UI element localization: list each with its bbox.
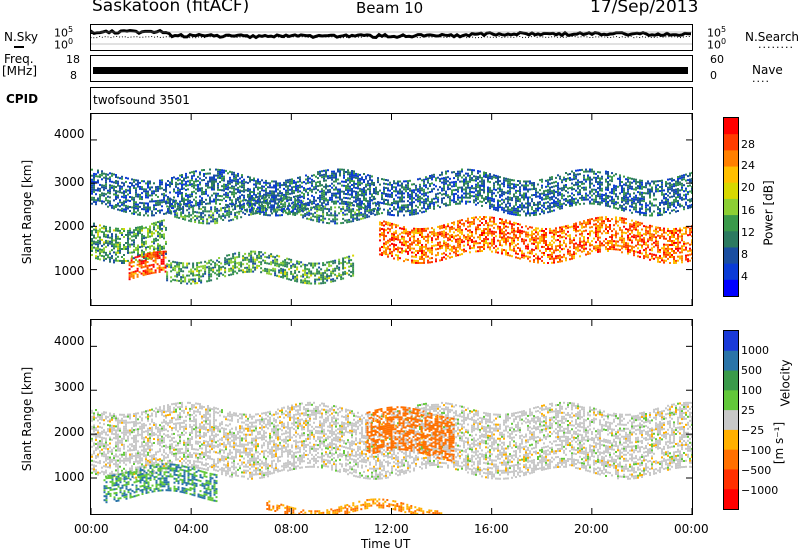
colorbar-segment	[724, 390, 738, 411]
power-cbar-tick-20: 20	[741, 181, 755, 194]
velocity-ytick-2: 2000	[54, 425, 85, 439]
vel-cbar-tick-neg500: −500	[741, 464, 772, 477]
power-ylabel: Slant Range [km]	[20, 159, 35, 265]
freq-unit-label: [MHz]	[2, 64, 38, 78]
colorbar-segment	[724, 263, 738, 281]
data-band	[91, 219, 167, 264]
velocity-ytick-0: 4000	[54, 334, 85, 348]
nsky-label: N.Sky	[4, 30, 39, 44]
vel-cbar-tick-neg25: −25	[741, 424, 765, 437]
velocity-ytick-1: 3000	[54, 380, 85, 394]
colorbar-segment	[724, 489, 738, 509]
xtick-3: 12:00	[374, 522, 409, 536]
freq-right-tick-bottom: 0	[710, 69, 717, 82]
vel-cbar-tick-100: 100	[741, 384, 762, 397]
data-band	[379, 216, 692, 264]
xlabel: Time UT	[361, 537, 411, 551]
vel-cbar-tick-1000: 1000	[741, 344, 769, 357]
data-band	[128, 250, 167, 281]
nave-dots: ........	[752, 72, 770, 85]
colorbar-segment	[724, 134, 738, 151]
xtick-4: 16:00	[474, 522, 509, 536]
cpid-label: CPID	[6, 92, 39, 106]
vel-cbar-label: Velocity	[778, 359, 793, 407]
chart-title: Saskatoon (fitACF)	[92, 0, 250, 16]
velocity-ylabel: Slant Range [km]	[20, 366, 35, 472]
data-band	[166, 250, 355, 285]
power-ytick-3: 1000	[54, 264, 85, 278]
colorbar-segment	[724, 247, 738, 265]
colorbar-segment	[724, 150, 738, 168]
data-band	[366, 406, 455, 462]
data-band	[266, 498, 443, 514]
velocity-panel	[90, 319, 693, 515]
freq-right-tick-top: 60	[710, 53, 724, 66]
vel-cbar-unit: [m s⁻¹]	[772, 421, 787, 465]
noise-left-tick-top: 105	[54, 25, 74, 40]
vel-cbar-tick-500: 500	[741, 364, 762, 377]
colorbar-segment	[724, 279, 738, 296]
freq-trace	[93, 67, 688, 74]
colorbar-segment	[724, 166, 738, 184]
xtick-0: 00:00	[74, 522, 109, 536]
colorbar-segment	[724, 429, 738, 451]
xtick-1: 04:00	[174, 522, 209, 536]
colorbar-segment	[724, 231, 738, 248]
data-band	[91, 168, 692, 217]
velocity-ytick-3: 1000	[54, 470, 85, 484]
colorbar-segment	[724, 449, 738, 470]
vel-cbar-tick-neg1000: −1000	[741, 484, 779, 497]
power-cbar-tick-12: 12	[741, 226, 755, 239]
noise-panel	[90, 24, 693, 51]
vel-cbar-tick-neg100: −100	[741, 444, 772, 457]
colorbar-segment	[724, 350, 738, 372]
date-label: 17/Sep/2013	[590, 0, 699, 17]
xtick-6: 00:00	[674, 522, 709, 536]
cpid-panel: twofsound 3501	[90, 87, 693, 110]
power-cbar-tick-16: 16	[741, 204, 755, 217]
colorbar-segment	[724, 215, 738, 232]
nave-label: Nave	[752, 63, 783, 77]
power-ytick-1: 3000	[54, 175, 85, 189]
nsearch-label: N.Search	[745, 30, 800, 44]
velocity-colorbar	[723, 330, 739, 510]
noise-right-tick-top: 105	[707, 25, 727, 40]
freq-panel	[90, 55, 693, 82]
noise-trace	[91, 28, 692, 45]
power-cbar-tick-8: 8	[741, 248, 748, 261]
power-panel	[90, 113, 693, 306]
colorbar-segment	[724, 410, 738, 431]
freq-left-tick-bottom: 8	[70, 69, 77, 82]
beam-label: Beam 10	[356, 0, 424, 17]
noise-left-tick-bottom: 100	[54, 37, 74, 52]
power-cbar-tick-4: 4	[741, 270, 748, 283]
freq-left-tick-top: 18	[66, 53, 80, 66]
power-ytick-2: 2000	[54, 219, 85, 233]
data-band	[91, 401, 692, 480]
colorbar-segment	[724, 370, 738, 391]
freq-label: Freq.	[4, 52, 34, 66]
xtick-5: 20:00	[574, 522, 609, 536]
nsearch-dots: ........	[758, 38, 794, 51]
xtick-2: 08:00	[274, 522, 309, 536]
noise-right-tick-bottom: 100	[707, 37, 727, 52]
colorbar-segment	[724, 331, 738, 352]
power-cbar-tick-24: 24	[741, 159, 755, 172]
data-band	[103, 463, 218, 504]
colorbar-segment	[724, 469, 738, 490]
power-ytick-0: 4000	[54, 127, 85, 141]
power-colorbar	[723, 117, 739, 297]
power-heatmap	[91, 114, 692, 305]
colorbar-segment	[724, 198, 738, 216]
colorbar-segment	[724, 118, 738, 135]
power-cbar-tick-28: 28	[741, 138, 755, 151]
cpid-program: twofsound 3501	[93, 93, 190, 107]
vel-cbar-tick-25: 25	[741, 404, 755, 417]
power-cbar-label: Power [dB]	[761, 180, 776, 246]
nsky-underline	[14, 46, 24, 48]
velocity-heatmap	[91, 320, 692, 514]
colorbar-segment	[724, 182, 738, 200]
